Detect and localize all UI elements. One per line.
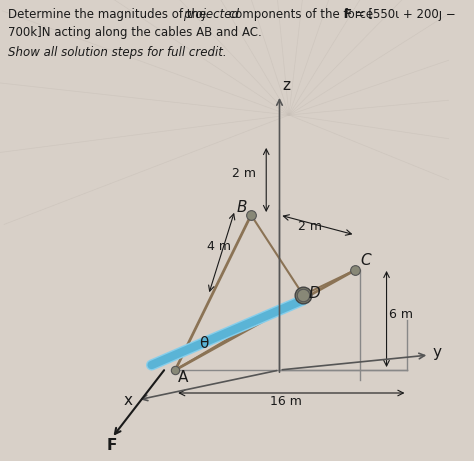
Text: x: x bbox=[123, 393, 132, 408]
Text: projected: projected bbox=[183, 8, 239, 21]
Text: 2 m: 2 m bbox=[299, 220, 322, 233]
Text: 4 m: 4 m bbox=[207, 240, 230, 253]
Text: 6 m: 6 m bbox=[389, 308, 413, 321]
Text: Show all solution steps for full credit.: Show all solution steps for full credit. bbox=[8, 46, 226, 59]
Text: C: C bbox=[360, 253, 371, 268]
Text: D: D bbox=[309, 286, 320, 301]
Text: y: y bbox=[432, 345, 441, 360]
Text: 2 m: 2 m bbox=[232, 167, 256, 180]
Text: θ: θ bbox=[199, 336, 209, 351]
Text: = [550ι + 200ȷ −: = [550ι + 200ȷ − bbox=[352, 8, 456, 21]
Text: components of the force: components of the force bbox=[226, 8, 381, 21]
Text: z: z bbox=[283, 78, 291, 93]
Text: Determine the magnitudes of the: Determine the magnitudes of the bbox=[8, 8, 210, 21]
Text: B: B bbox=[237, 200, 247, 215]
Text: A: A bbox=[178, 370, 189, 385]
Text: F: F bbox=[107, 438, 118, 453]
Text: 700k]N acting along the cables AB and AC.: 700k]N acting along the cables AB and AC… bbox=[8, 26, 261, 39]
Text: F: F bbox=[344, 8, 352, 21]
Text: 16 m: 16 m bbox=[270, 395, 302, 408]
